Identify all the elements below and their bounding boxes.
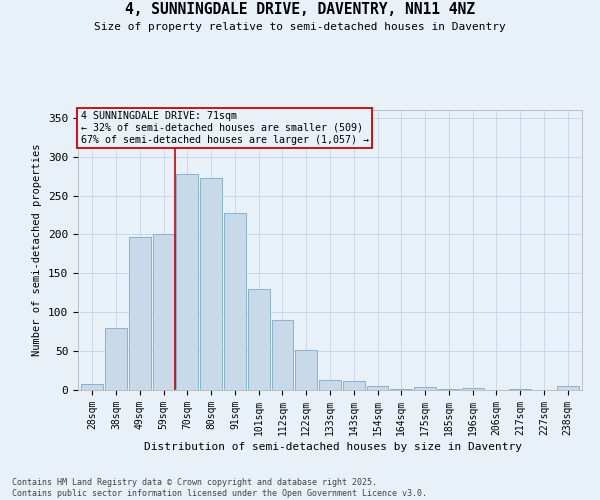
Text: Size of property relative to semi-detached houses in Daventry: Size of property relative to semi-detach… <box>94 22 506 32</box>
Bar <box>224 212 246 390</box>
Bar <box>200 178 222 390</box>
Bar <box>509 389 531 390</box>
Bar <box>462 388 484 390</box>
Y-axis label: Number of semi-detached properties: Number of semi-detached properties <box>32 144 43 356</box>
Bar <box>129 237 151 390</box>
Bar <box>414 387 436 390</box>
Bar <box>367 386 388 390</box>
Bar <box>343 382 365 390</box>
Bar <box>105 328 127 390</box>
Bar <box>152 234 175 390</box>
Bar <box>82 384 103 390</box>
Text: Contains HM Land Registry data © Crown copyright and database right 2025.
Contai: Contains HM Land Registry data © Crown c… <box>12 478 427 498</box>
Bar <box>438 389 460 390</box>
Text: Distribution of semi-detached houses by size in Daventry: Distribution of semi-detached houses by … <box>144 442 522 452</box>
Text: 4, SUNNINGDALE DRIVE, DAVENTRY, NN11 4NZ: 4, SUNNINGDALE DRIVE, DAVENTRY, NN11 4NZ <box>125 2 475 18</box>
Bar <box>557 386 578 390</box>
Bar <box>319 380 341 390</box>
Bar <box>295 350 317 390</box>
Bar <box>272 320 293 390</box>
Text: 4 SUNNINGDALE DRIVE: 71sqm
← 32% of semi-detached houses are smaller (509)
67% o: 4 SUNNINGDALE DRIVE: 71sqm ← 32% of semi… <box>80 112 368 144</box>
Bar <box>248 289 269 390</box>
Bar <box>176 174 198 390</box>
Bar <box>391 389 412 390</box>
